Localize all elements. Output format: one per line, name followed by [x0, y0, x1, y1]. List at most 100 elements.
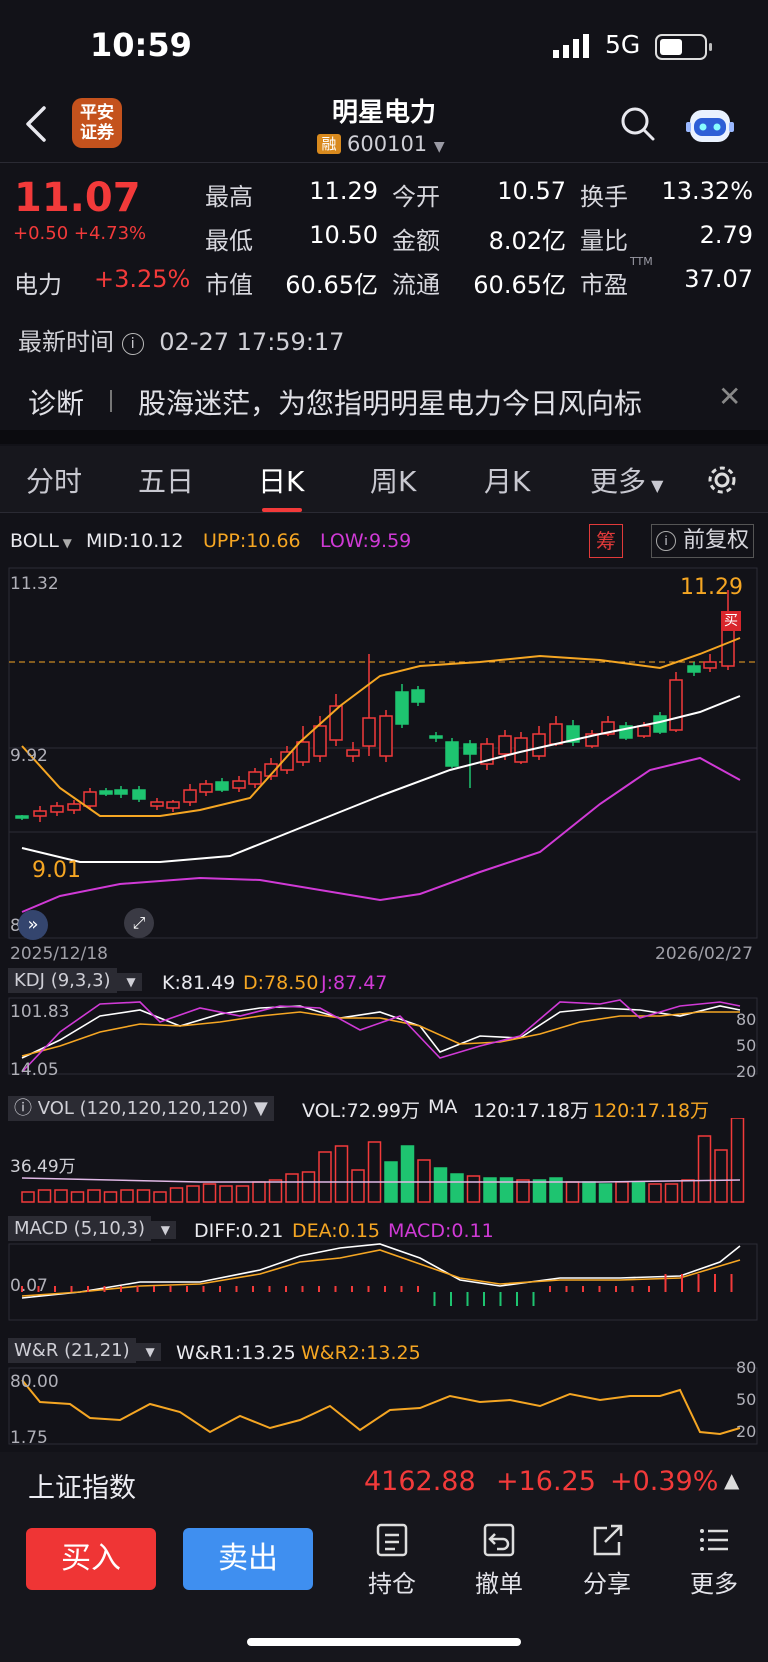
y-axis-high: 11.32 [10, 574, 59, 594]
search-icon[interactable] [620, 106, 656, 142]
y-axis-mid: 9.92 [10, 746, 48, 766]
candle-body [132, 789, 146, 800]
margin-badge: 融 [317, 134, 341, 154]
wr2-value: W&R2:13.25 [301, 1342, 421, 1364]
candle-body [429, 735, 443, 739]
volume-bar [714, 1149, 728, 1203]
diagnosis-banner[interactable]: 诊断 股海迷茫，为您指明明星电力今日风向标 ✕ [0, 368, 768, 430]
chip-distribution-button[interactable]: 筹 [589, 524, 623, 558]
close-icon[interactable]: ✕ [718, 380, 742, 413]
field-value: 8.02亿 [488, 227, 566, 255]
position-doc-icon [376, 1523, 408, 1557]
share-button[interactable]: 分享 [567, 1522, 647, 1599]
volume-bar [103, 1191, 118, 1203]
candle-body [232, 780, 246, 789]
wr-ref-20: 20 [736, 1422, 757, 1441]
macd-label: MACD (5,10,3) [8, 1216, 151, 1241]
position-label: 持仓 [368, 1570, 416, 1598]
kdj-selector[interactable]: KDJ (9,3,3) ▼ [8, 968, 142, 993]
position-button[interactable]: 持仓 [352, 1522, 432, 1599]
macd-chart[interactable] [0, 1242, 768, 1324]
field-label: 今开 [392, 183, 440, 211]
volume-bar [37, 1189, 52, 1203]
macd-selector[interactable]: MACD (5,10,3) ▼ [8, 1216, 177, 1241]
wr-chart[interactable] [0, 1366, 768, 1448]
field-label: 量比 [580, 227, 628, 255]
stock-header: 平安 证券 明星电力 融 600101 ▼ [0, 88, 768, 162]
index-ticker-bar[interactable]: 上证指数 4162.88 +16.25 +0.39% ▲ [0, 1452, 768, 1512]
field-value: 60.65亿 [473, 271, 566, 299]
divider [0, 430, 768, 444]
volume-bar [450, 1173, 464, 1203]
vol-selector[interactable]: ⓘ VOL (120,120,120,120) ▼ [8, 1094, 274, 1121]
boll-mid: MID:10.12 [86, 530, 184, 552]
candle-body [395, 691, 409, 725]
field-label: 流通 [392, 271, 440, 299]
kdj-chart[interactable] [0, 996, 768, 1078]
macd-dea: DEA:0.15 [292, 1220, 381, 1242]
info-icon: ⓘ [14, 1098, 38, 1119]
volume-bar [301, 1171, 316, 1203]
volume-bar [598, 1183, 613, 1203]
candle-body [280, 751, 294, 771]
divider [110, 390, 112, 412]
update-time-row: 最新时间 i 02-27 17:59:17 [18, 322, 344, 357]
expand-left-icon[interactable]: » [18, 910, 48, 940]
battery-icon [655, 34, 712, 60]
kdj-top: 101.83 [10, 1002, 70, 1022]
wr-selector[interactable]: W&R (21,21) ▼ [8, 1338, 161, 1363]
info-icon[interactable]: i [121, 333, 144, 355]
fullscreen-icon[interactable]: ⤢ [124, 908, 154, 938]
macd-diff: DIFF:0.21 [194, 1220, 284, 1242]
volume-bar [153, 1191, 167, 1203]
wr-ref-80: 80 [736, 1358, 757, 1377]
tab-five-day[interactable]: 五日 [138, 465, 195, 498]
buy-button[interactable]: 买入 [26, 1528, 156, 1590]
broker-logo: 平安 证券 [72, 98, 122, 148]
share-label: 分享 [583, 1570, 631, 1598]
quote-panel: 11.07 +0.50 +4.73% 电力 +3.25% 最高 11.29 今开… [0, 163, 768, 303]
kline-chart[interactable] [0, 566, 768, 942]
candle-body [166, 801, 180, 809]
back-icon[interactable] [24, 104, 48, 144]
kdj-j-line [21, 999, 741, 1073]
volume-bar [516, 1179, 530, 1203]
more-button[interactable]: 更多 [674, 1522, 754, 1599]
tab-daily-k[interactable]: 日K [258, 465, 305, 498]
kdj-j: J:87.47 [321, 972, 388, 994]
chart-frame [8, 567, 758, 939]
volume-bar [318, 1151, 332, 1203]
share-icon [593, 1524, 623, 1556]
volume-bar [400, 1145, 415, 1203]
tab-weekly-k[interactable]: 周K [370, 465, 417, 498]
network-label: 5G [605, 30, 641, 59]
more-label: 更多 [690, 1570, 738, 1598]
candle-body [721, 629, 735, 667]
tab-monthly-k[interactable]: 月K [484, 465, 531, 498]
tab-intraday[interactable]: 分时 [26, 465, 83, 498]
sector-label[interactable]: 电力 [14, 271, 62, 299]
field-label: 市盈 [580, 271, 628, 299]
candle-body [566, 725, 580, 743]
volume-bar [681, 1179, 695, 1203]
stock-code-selector[interactable]: 融 600101 ▼ [317, 132, 445, 156]
expand-up-icon[interactable]: ▲ [724, 1468, 740, 1492]
cancel-order-button[interactable]: 撤单 [459, 1522, 539, 1599]
volume-chart[interactable] [0, 1118, 768, 1204]
field-value: 10.50 [309, 221, 378, 249]
vol-ma-2: 120:17.18万 [593, 1100, 710, 1122]
assistant-robot-icon[interactable] [686, 102, 734, 146]
boll-selector[interactable]: BOLL ▼ [10, 530, 72, 552]
settings-gear-icon[interactable] [706, 464, 738, 496]
candle-body [83, 791, 97, 807]
wr-bottom: 1.75 [10, 1428, 48, 1448]
tab-more[interactable]: 更多 ▼ [590, 465, 664, 498]
adjust-button[interactable]: i 前复权 [651, 524, 755, 558]
sell-button[interactable]: 卖出 [183, 1528, 313, 1590]
kdj-ref-50: 50 [736, 1036, 757, 1055]
volume-bar [186, 1185, 200, 1203]
volume-bar [631, 1181, 646, 1203]
status-time: 10:59 [90, 26, 192, 64]
kdj-bottom: 14.05 [10, 1060, 59, 1080]
volume-bar [235, 1185, 250, 1203]
